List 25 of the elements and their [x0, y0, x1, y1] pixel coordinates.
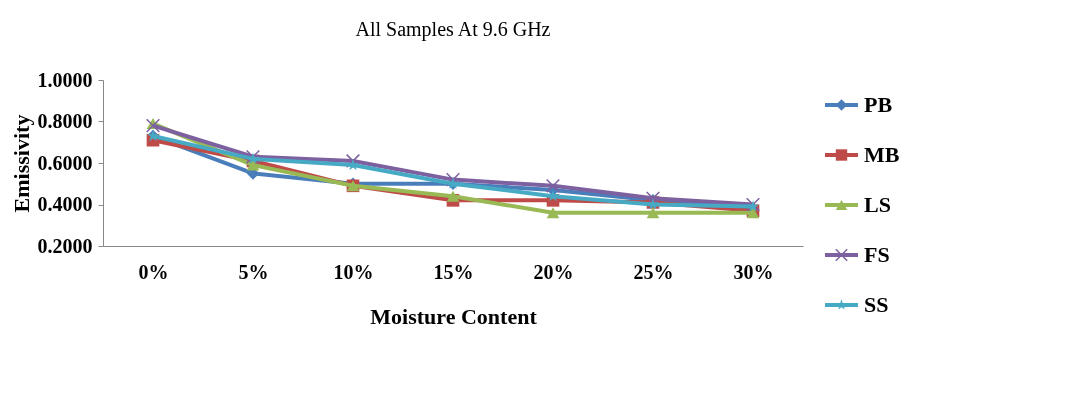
y-tick-label: 0.8000 — [37, 110, 93, 132]
x-tick-label: 0% — [138, 260, 169, 283]
y-tick-label: 1.0000 — [37, 68, 93, 91]
y-tick-label: 0.2000 — [37, 234, 93, 257]
legend-label: MB — [864, 142, 900, 167]
point — [546, 207, 560, 219]
chart-title: All Samples At 9.6 GHz — [355, 18, 551, 41]
x-tick-label: 25% — [633, 260, 674, 283]
x-tick-label: 10% — [333, 260, 374, 283]
y-tick-label: 0.4000 — [37, 193, 93, 215]
legend-label: LS — [864, 192, 891, 217]
point — [246, 159, 260, 171]
x-tick-label: 20% — [533, 260, 574, 283]
x-tick-label: 30% — [733, 260, 774, 283]
point — [446, 190, 460, 202]
x-tick-label: 5% — [238, 260, 269, 283]
x-axis-title: Moisture Content — [370, 303, 538, 329]
y-tick-label: 0.6000 — [37, 151, 93, 174]
legend-label: FS — [864, 242, 890, 267]
y-axis-title: Emissivity — [8, 114, 34, 213]
legend-label: PB — [864, 92, 893, 117]
legend-label: SS — [864, 292, 889, 317]
x-tick-label: 15% — [433, 260, 474, 283]
point — [646, 207, 660, 219]
point — [545, 178, 561, 193]
